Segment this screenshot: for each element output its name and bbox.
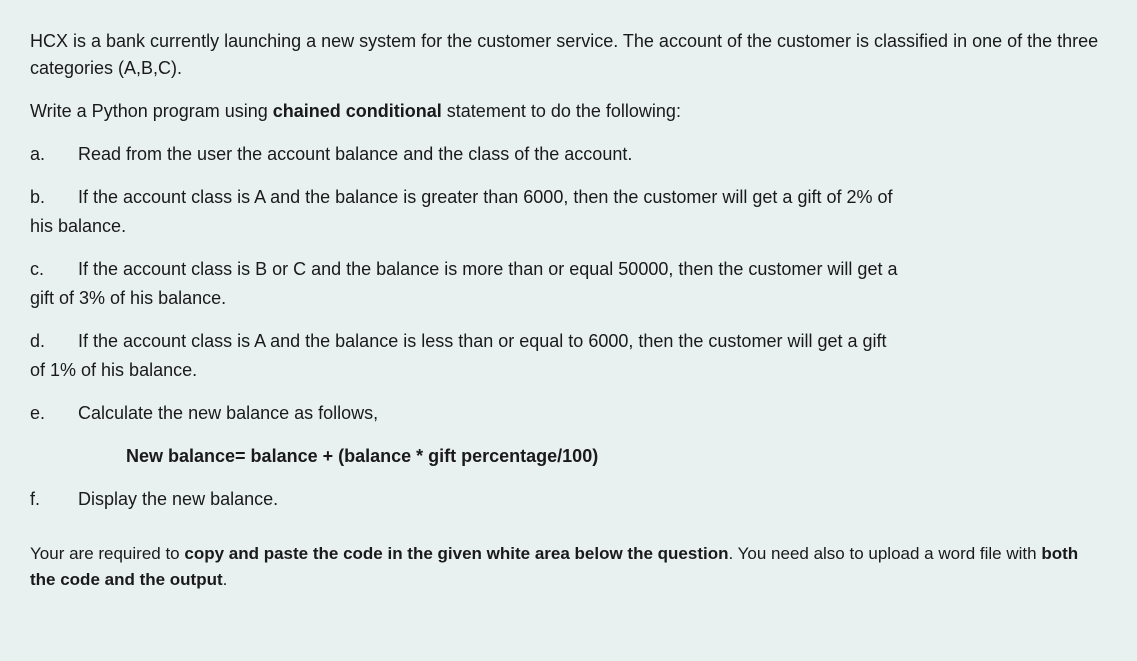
item-f-text: Display the new balance. — [78, 486, 1107, 513]
item-b-marker: b. — [30, 184, 78, 211]
footer-paragraph: Your are required to copy and paste the … — [30, 541, 1107, 592]
footer-pre1: Your are required to — [30, 544, 184, 563]
intro-p2-pre: Write a Python program using — [30, 101, 273, 121]
item-e: e. Calculate the new balance as follows, — [30, 400, 1107, 427]
item-a-text: Read from the user the account balance a… — [78, 141, 1107, 168]
item-e-marker: e. — [30, 400, 78, 427]
item-d-marker: d. — [30, 328, 78, 355]
item-c: c. If the account class is B or C and th… — [30, 256, 1107, 312]
footer-mid: . You need also to upload a word file wi… — [728, 544, 1041, 563]
item-f: f. Display the new balance. — [30, 486, 1107, 513]
item-d-line2: of 1% of his balance. — [30, 357, 1107, 384]
formula-text: New balance= balance + (balance * gift p… — [126, 446, 598, 466]
item-f-marker: f. — [30, 486, 78, 513]
item-d: d. If the account class is A and the bal… — [30, 328, 1107, 384]
item-b-line1: If the account class is A and the balanc… — [78, 184, 1107, 211]
footer-bold1: copy and paste the code in the given whi… — [184, 544, 728, 563]
item-c-line1: If the account class is B or C and the b… — [78, 256, 1107, 283]
item-b: b. If the account class is A and the bal… — [30, 184, 1107, 240]
item-c-marker: c. — [30, 256, 78, 283]
intro-paragraph-2: Write a Python program using chained con… — [30, 98, 1107, 125]
item-d-line1: If the account class is A and the balanc… — [78, 328, 1107, 355]
intro-paragraph-1: HCX is a bank currently launching a new … — [30, 28, 1107, 82]
intro-p2-post: statement to do the following: — [442, 101, 681, 121]
item-e-text: Calculate the new balance as follows, — [78, 400, 1107, 427]
item-a: a. Read from the user the account balanc… — [30, 141, 1107, 168]
intro-p2-bold: chained conditional — [273, 101, 442, 121]
item-a-marker: a. — [30, 141, 78, 168]
item-c-line2: gift of 3% of his balance. — [30, 285, 1107, 312]
footer-post: . — [223, 570, 228, 589]
item-b-line2: his balance. — [30, 213, 1107, 240]
formula-row: New balance= balance + (balance * gift p… — [30, 443, 1107, 470]
